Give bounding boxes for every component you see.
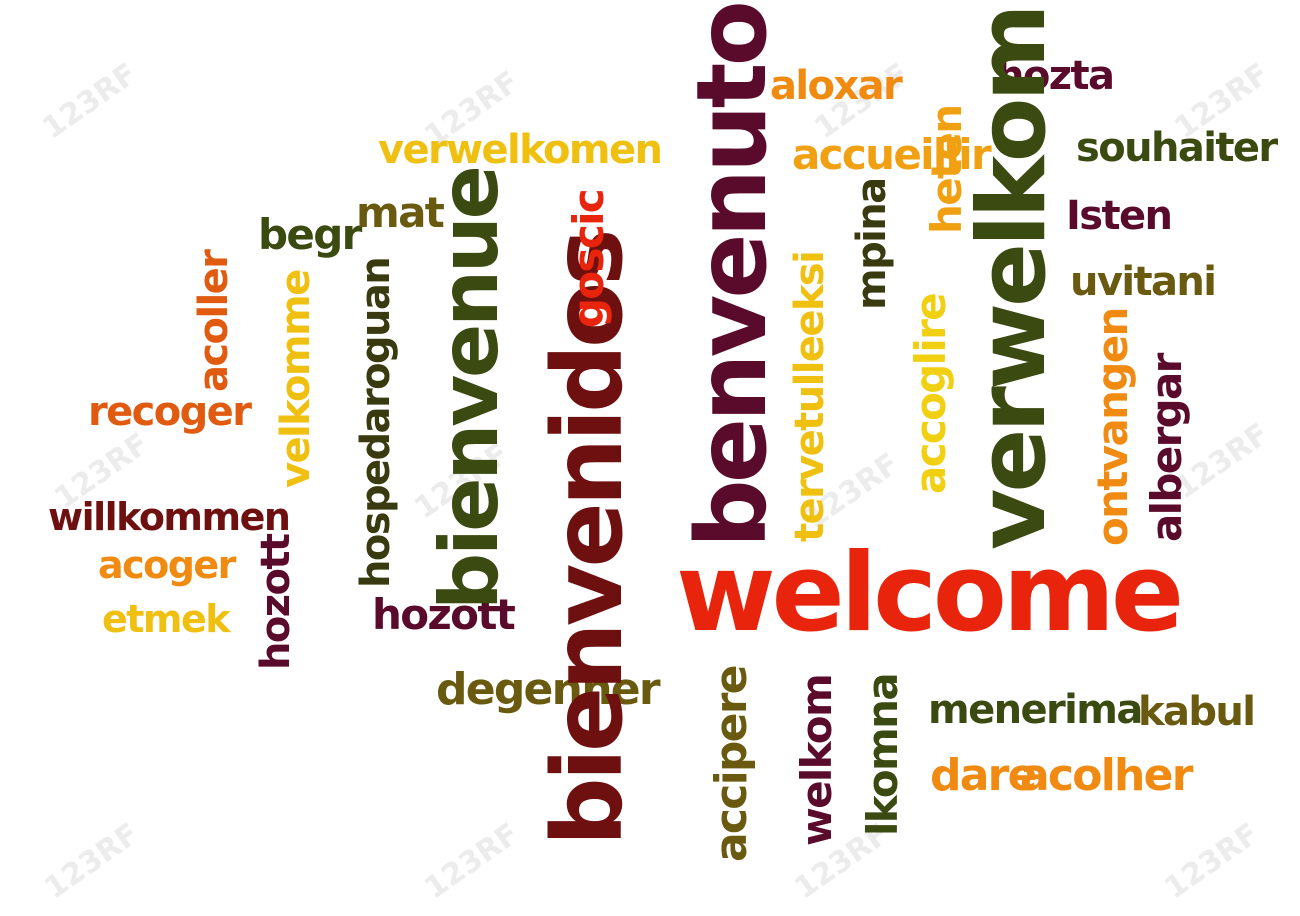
word-hospedaroguan: hospedaroguan (353, 257, 399, 588)
word-ontvangen: ontvangen (1088, 308, 1137, 546)
word-lkomna: lkomna (858, 674, 907, 836)
word-verwelkomen: verwelkomen (378, 127, 663, 173)
word-acoger: acoger (98, 543, 236, 587)
word-accoglire: accoglire (906, 294, 955, 494)
word-tervetulleeksi: tervetulleeksi (787, 251, 833, 542)
word-benvenuto: benvenuto (676, 4, 788, 548)
word-souhaiter: hozta (996, 53, 1115, 99)
word-uvitani: Isten (1066, 193, 1173, 239)
word-welkom: welkom (792, 674, 841, 846)
word-moguah: uvitani (1070, 259, 1217, 305)
word-albergar: albergar (1142, 354, 1191, 542)
word-accueillir: aloxar (770, 63, 903, 109)
word-acoller: acoller (191, 250, 237, 392)
word-verwelkom: verwelkom (958, 7, 1067, 550)
word-mpina: mpina (849, 178, 895, 311)
word-hozta: accueillir (792, 130, 992, 179)
word-recoger: recoger (88, 389, 252, 435)
watermark: 123RF (38, 816, 146, 907)
watermark: 123RF (418, 816, 526, 907)
word-kabul: kabul (1138, 689, 1256, 735)
word-mat: mat (356, 188, 445, 237)
word-willkommen: willkommen (48, 495, 291, 539)
word-accipere: accipere (706, 666, 757, 862)
watermark: 123RF (1158, 816, 1266, 907)
word-dare: dare (930, 750, 1037, 801)
word-acolher: acolher (1020, 750, 1193, 801)
word-goscic: goscic (564, 189, 613, 328)
watermark: 123RF (36, 56, 144, 147)
word-begr: begr (258, 210, 362, 259)
word-isten: souhaiter (1076, 125, 1278, 171)
word-aloxar: degenner (436, 664, 661, 715)
word-hozott: hozott (253, 534, 299, 670)
word-degenner: hozott (372, 590, 516, 639)
word-velkomme: velkomme (273, 270, 319, 488)
word-welcome: welcome (676, 531, 1184, 656)
word-etmek: etmek (102, 597, 231, 641)
word-bienvenue: bienvenue (423, 168, 516, 610)
word-menerima: menerima (928, 687, 1143, 733)
word-heten: heten (922, 105, 971, 234)
